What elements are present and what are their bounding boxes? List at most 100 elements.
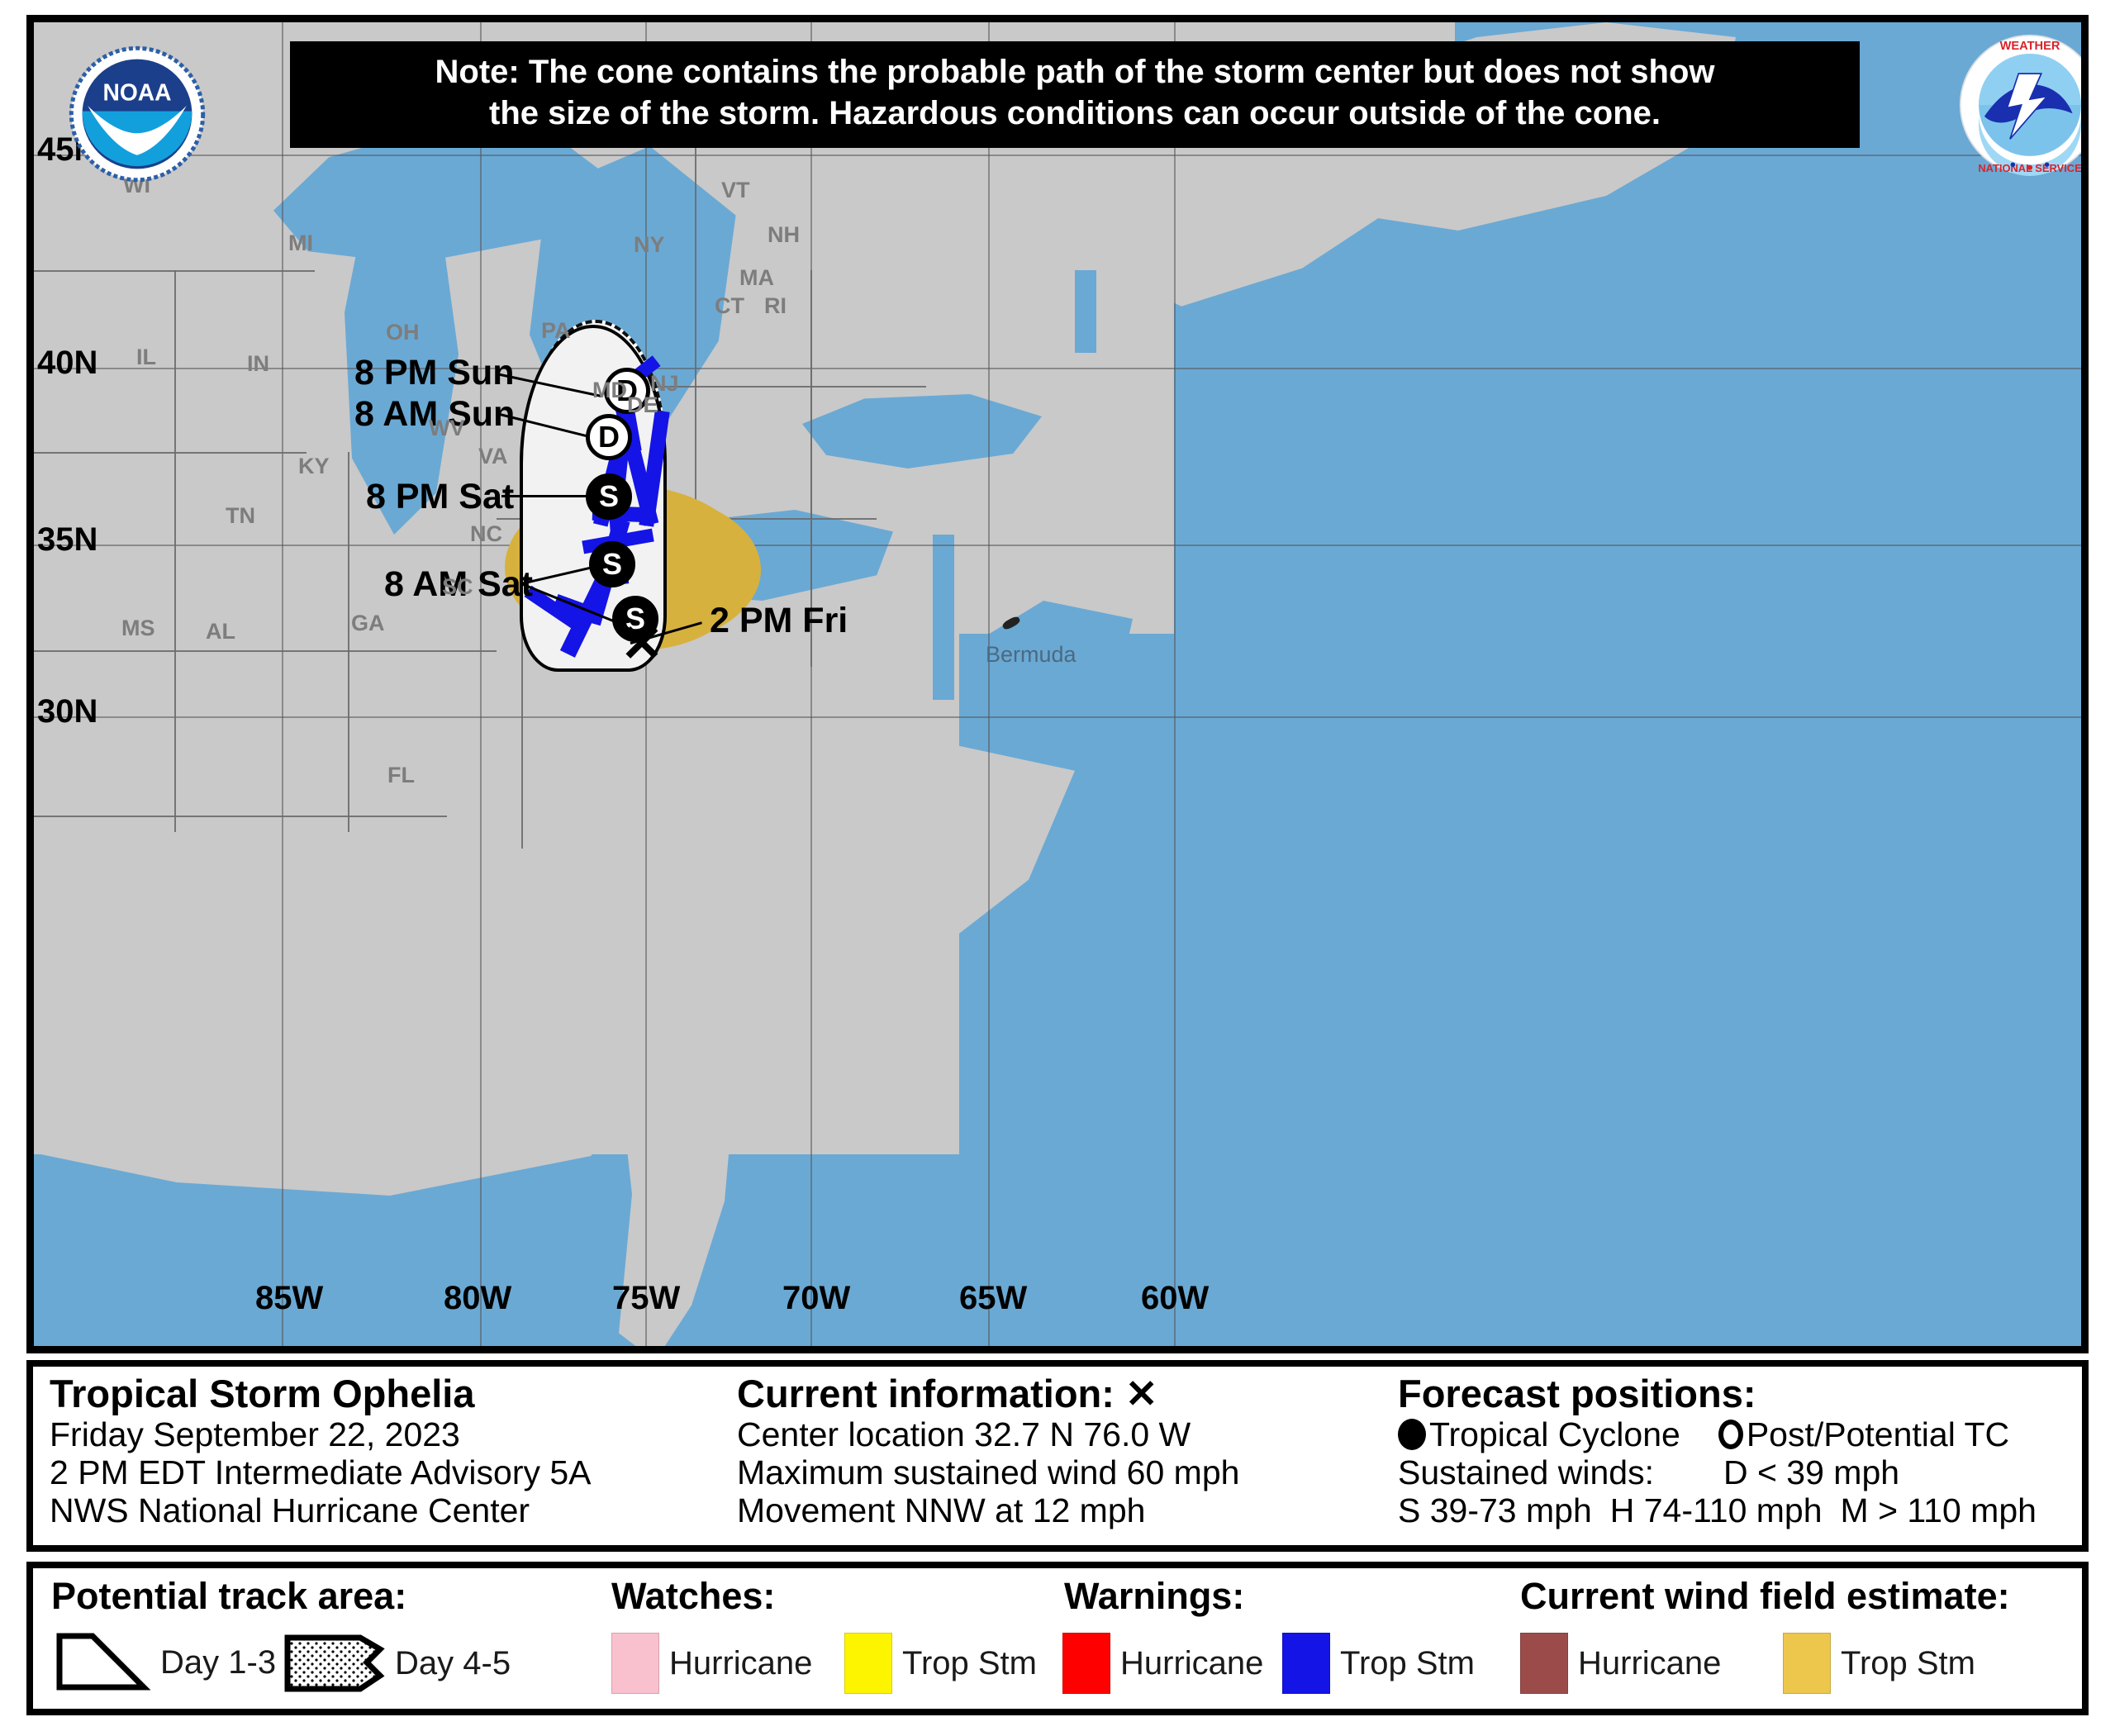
forecast-positions-heading: Forecast positions: [1398,1372,1756,1415]
lake-champlain [1075,270,1096,353]
svg-text:NOAA: NOAA [102,78,171,105]
gridline-30n [34,716,2081,718]
state-label-il: IL [136,345,156,369]
state-label-fl: FL [387,763,415,787]
post-potential-tc-dot-icon [1718,1419,1743,1449]
post-potential-tc-label: Post/Potential TC [1746,1415,2010,1453]
state-label-ct: CT [715,293,744,318]
windfield-trop-stm-swatch-icon [1783,1633,1831,1694]
state-label-sc: SC [442,574,473,599]
label-8pm-sun: 8 PM Sun [354,353,515,392]
forecast-positions-column: Forecast positions: Tropical Cyclone Pos… [1398,1367,2082,1545]
state-label-mi: MI [288,231,313,255]
forecast-marker-8pm-sun[interactable]: D [604,368,650,414]
note-line-2: the size of the storm. Hazardous conditi… [489,95,1661,132]
forecast-symbol-row: Tropical Cyclone Post/Potential TC [1398,1415,2082,1453]
legend-label-warning-hurricane: Hurricane [1120,1644,1264,1681]
state-border-h3 [34,650,497,652]
legend-item-warning-hurricane: Hurricane [1062,1633,1263,1694]
watch-hurricane-swatch-icon [611,1633,659,1694]
current-center-location: Center location 32.7 N 76.0 W [737,1415,1191,1453]
storm-name: Tropical Storm Ophelia [50,1372,475,1415]
storm-identity-column: Tropical Storm Ophelia Friday September … [33,1367,737,1545]
lat-label-35n: 35N [37,521,98,558]
state-border-v2 [348,452,349,832]
legend-label-watch-hurricane: Hurricane [669,1644,813,1681]
label-8am-sun: 8 AM Sun [354,394,516,434]
lon-label-65w: 65W [959,1280,1028,1316]
legend-label-watch-tropstm: Trop Stm [902,1644,1037,1681]
watch-trop-stm-swatch-icon [844,1633,892,1694]
tropical-cyclone-dot-icon [1398,1418,1426,1450]
legend-label-day-4-5: Day 4-5 [395,1644,511,1681]
tropical-cyclone-label: Tropical Cyclone [1429,1415,1680,1453]
map-legend-panel: Potential track area: Day 1-3 [26,1562,2089,1715]
gridline-80w [480,22,482,1346]
state-label-vt: VT [721,178,750,202]
place-label-bermuda: Bermuda [986,642,1077,667]
label-8pm-sat: 8 PM Sat [366,477,515,516]
state-label-ny: NY [634,232,665,257]
current-information-column: Current information: ✕ Center location 3… [737,1367,1398,1545]
forecast-marker-8am-sat[interactable]: S [589,541,635,587]
state-label-ri: RI [764,293,787,318]
storm-agency: NWS National Hurricane Center [50,1491,530,1530]
gridline-35n [34,545,2081,546]
state-label-in: IN [247,351,269,376]
legend-label-warning-tropstm: Trop Stm [1340,1644,1475,1681]
svg-text:WEATHER: WEATHER [2000,40,2060,53]
chesapeake-bay [933,535,954,700]
legend-item-warning-tropstm: Trop Stm [1282,1633,1475,1694]
state-label-oh: OH [386,320,420,345]
legend-item-day-1-3: Day 1-3 [55,1633,276,1692]
legend-item-watch-hurricane: Hurricane [611,1633,812,1694]
state-border-h4 [34,816,447,817]
legend-heading-potential-track: Potential track area: [51,1575,407,1617]
map-canvas: D D S S S ✕ 8 PM Sun 8 AM Sun 8 PM Sat 8… [34,22,2081,1346]
noaa-logo-icon: NOAA [69,45,206,183]
gridline-40n [34,368,2081,369]
state-label-nh: NH [768,222,800,247]
legend-label-windfield-tropstm: Trop Stm [1841,1644,1975,1681]
lat-label-40n: 40N [37,345,98,381]
state-label-pa: PA [541,318,571,343]
forecast-marker-8pm-sat[interactable]: S [586,473,632,520]
cone-disclaimer-banner: Note: The cone contains the probable pat… [290,41,1860,148]
forecast-marker-8am-sun[interactable]: D [586,414,632,460]
state-border-h5 [579,386,926,388]
state-label-ms: MS [121,616,155,640]
legend-heading-watches: Watches: [611,1575,776,1617]
wind-range-h: H 74-110 mph [1609,1491,1823,1530]
storm-info-panel: Tropical Storm Ophelia Friday September … [26,1360,2089,1552]
forecast-marker-2pm-fri[interactable]: S [612,596,658,642]
state-label-nc: NC [470,521,502,546]
wind-range-m: M > 110 mph [1840,1491,2037,1530]
current-max-wind: Maximum sustained wind 60 mph [737,1453,1240,1492]
windfield-hurricane-swatch-icon [1520,1633,1568,1694]
legend-item-windfield-tropstm: Trop Stm [1783,1633,1975,1694]
lon-label-85w: 85W [255,1280,324,1316]
gridline-85w [282,22,283,1346]
gridline-75w [645,22,647,1346]
state-border-v4 [695,105,696,535]
state-label-ky: KY [298,454,330,478]
leader-8pm-sat [501,495,592,497]
current-position-x-icon: ✕ [620,616,663,673]
gridline-45n [34,155,2081,156]
gridline-65w [988,22,990,1346]
sustained-winds-row: Sustained winds: D < 39 mph [1398,1453,2082,1491]
state-label-ga: GA [351,611,385,635]
lon-label-60w: 60W [1141,1280,1210,1316]
state-border-v3 [521,535,523,849]
storm-advisory: 2 PM EDT Intermediate Advisory 5A [50,1453,592,1492]
label-8am-sat: 8 AM Sat [384,564,533,604]
lon-label-70w: 70W [782,1280,851,1316]
gridline-70w [810,22,812,1346]
wind-ranges-row: S 39-73 mph H 74-110 mph M > 110 mph [1398,1491,2082,1529]
legend-item-day-4-5: Day 4-5 [281,1633,511,1694]
forecast-map[interactable]: D D S S S ✕ 8 PM Sun 8 AM Sun 8 PM Sat 8… [26,15,2089,1353]
current-position-x-legend-icon: ✕ [1124,1372,1158,1415]
cone-day-1-3-icon [55,1633,152,1692]
state-label-nj: NJ [650,371,679,396]
